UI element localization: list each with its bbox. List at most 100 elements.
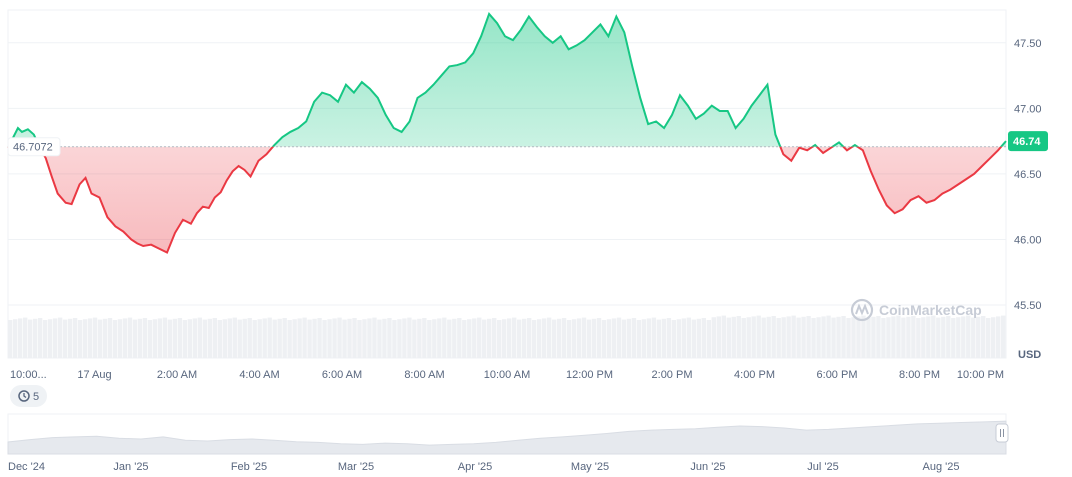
volume-bar [267, 317, 272, 358]
volume-bar [437, 318, 442, 358]
volume-bar [172, 318, 178, 358]
x-tick-label: 8:00 AM [404, 369, 444, 381]
volume-bar [62, 319, 68, 358]
navigator-tick-label: Jun '25 [690, 461, 725, 473]
history-badge[interactable]: 5 [10, 385, 47, 407]
navigator-handle[interactable] [995, 423, 1009, 443]
coinmarketcap-logo-icon [850, 298, 874, 322]
volume-bar [626, 318, 632, 358]
volume-bar [132, 319, 138, 358]
volume-bar [432, 319, 437, 358]
navigator-tick-label: Aug '25 [923, 461, 960, 473]
volume-bar [521, 318, 527, 358]
volume-bar [272, 319, 277, 358]
volume-bar [961, 316, 966, 358]
volume-bar [177, 318, 183, 358]
volume-bar [152, 319, 158, 358]
volume-bar [362, 319, 367, 358]
volume-bar [1001, 315, 1006, 358]
volume-bar [117, 319, 123, 358]
volume-bar [921, 317, 926, 358]
volume-bar [162, 317, 168, 358]
volume-bar [946, 316, 951, 358]
volume-bar [556, 318, 562, 358]
volume-bar [107, 318, 113, 358]
x-tick-label: 4:00 PM [734, 369, 775, 381]
navigator-tick-label: Feb '25 [231, 461, 267, 473]
x-tick-label: 10:00 PM [957, 369, 1004, 381]
navigator-tick-label: Apr '25 [458, 461, 493, 473]
volume-bar [452, 318, 457, 358]
volume-bar [282, 318, 287, 358]
volume-bar [467, 319, 472, 358]
volume-bar [681, 318, 687, 358]
volume-bar [636, 320, 642, 358]
volume-bar [407, 317, 412, 358]
volume-bar [422, 318, 427, 358]
x-tick-label: 6:00 PM [817, 369, 858, 381]
volume-bar [956, 317, 961, 358]
watermark-text: CoinMarketCap [879, 302, 982, 318]
volume-bar [831, 317, 836, 358]
volume-bar [492, 318, 497, 358]
volume-bar [631, 318, 637, 358]
volume-bar [551, 319, 557, 358]
volume-bar [996, 316, 1001, 358]
volume-bar [322, 320, 327, 358]
volume-bar [352, 318, 357, 358]
volume-bar [581, 317, 587, 358]
volume-bar [262, 318, 267, 358]
volume-bar [881, 318, 886, 358]
volume-bar [67, 318, 73, 358]
volume-bar [741, 318, 746, 358]
navigator-area [7, 420, 1007, 455]
volume-bar [786, 316, 791, 358]
volume-bar [147, 320, 153, 358]
volume-bar [242, 318, 247, 358]
volume-bar [711, 317, 716, 358]
volume-bar [52, 318, 58, 358]
volume-bar [941, 316, 946, 358]
volume-bar [307, 319, 312, 358]
volume-bar [756, 315, 761, 358]
volume-bar [591, 318, 597, 358]
y-tick-label: 46.00 [1014, 234, 1042, 246]
volume-bar [821, 316, 826, 358]
volume-bar [42, 320, 48, 358]
volume-bar [92, 317, 98, 358]
volume-bar [646, 318, 652, 358]
x-tick-label: 12:00 PM [566, 369, 613, 381]
x-tick-label: 4:00 AM [239, 369, 279, 381]
volume-bar [122, 318, 128, 358]
volume-bar [332, 318, 337, 358]
price-lines [7, 11, 1007, 254]
volume-bar [167, 319, 173, 358]
volume-bar [192, 318, 198, 358]
volume-bar [482, 319, 487, 358]
volume-bar [47, 319, 53, 358]
y-tick-label: 47.50 [1014, 38, 1042, 50]
volume-bar [676, 319, 682, 358]
volume-bar [77, 320, 83, 358]
volume-bar [841, 316, 846, 358]
volume-bar [856, 316, 861, 358]
volume-bar [137, 318, 143, 358]
area-up [8, 13, 1006, 147]
volume-bar [457, 318, 462, 358]
volume-bar [232, 317, 237, 358]
volume-bar [402, 318, 407, 358]
volume-bar [257, 319, 262, 358]
volume-bar [671, 320, 677, 358]
volume-bar [287, 320, 292, 358]
volume-bar [706, 320, 711, 358]
current-price-value: 46.74 [1013, 136, 1041, 148]
range-navigator[interactable] [7, 413, 1009, 455]
volume-bar [112, 320, 118, 358]
volume-bar [27, 319, 33, 358]
volume-bar [701, 318, 706, 358]
volume-bar [32, 318, 38, 358]
x-axis-labels: 10:00... 17 Aug 2:00 AM 4:00 AM 6:00 AM 8:00 … [10, 369, 1004, 381]
volume-bar [736, 316, 741, 358]
volume-bar [157, 318, 163, 358]
